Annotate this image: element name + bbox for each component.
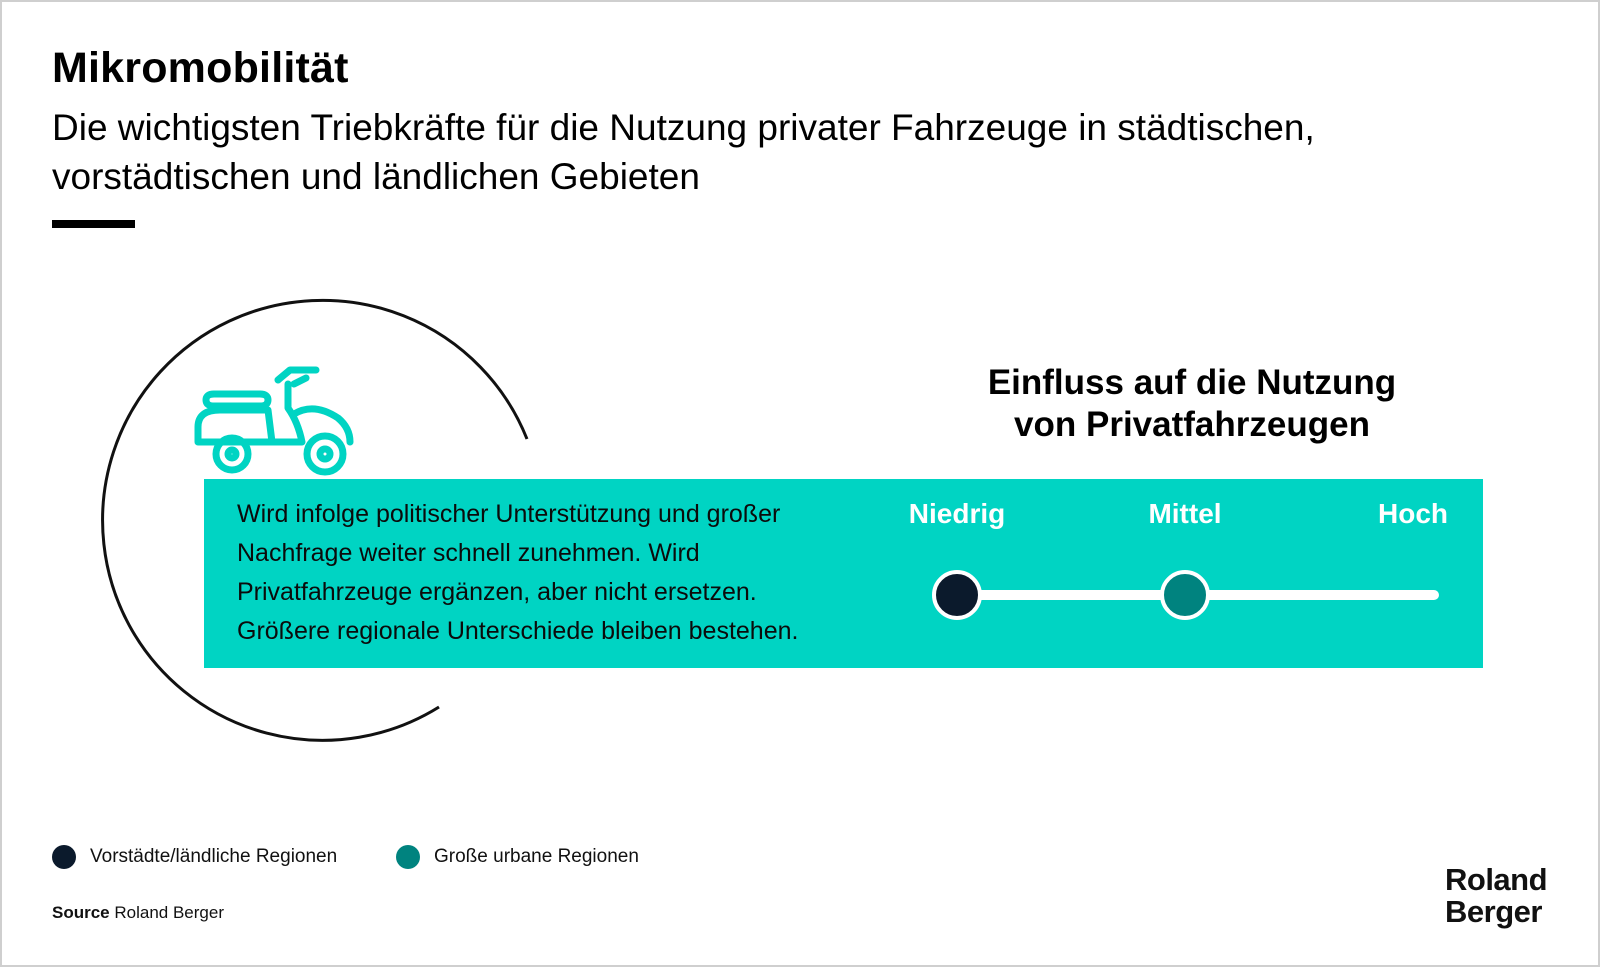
scooter-icon: [194, 366, 354, 476]
scale-label-mittel: Mittel: [1148, 498, 1222, 529]
roland-berger-logo: Roland Berger: [1445, 862, 1548, 929]
source-note: Source Roland Berger: [52, 903, 224, 923]
title-underline: [52, 220, 135, 228]
legend-item-vorstaedte: Vorstädte/ländliche Regionen: [52, 845, 337, 869]
panel-line: Wird infolge politischer Unterstützung u…: [237, 500, 781, 528]
logo-line1: Roland: [1445, 862, 1548, 897]
legend-label: Große urbane Regionen: [434, 846, 639, 867]
page-subtitle: Die wichtigsten Triebkräfte für die Nutz…: [52, 107, 1315, 197]
logo-line2: Berger: [1445, 894, 1542, 929]
panel-line: Nachfrage weiter schnell zunehmen. Wird: [237, 539, 700, 567]
scale-label-hoch: Hoch: [1378, 498, 1448, 529]
legend-swatch: [396, 845, 420, 869]
panel-description: Wird infolge politischer Unterstützung u…: [237, 495, 897, 651]
panel-line: Größere regionale Unterschiede bleiben b…: [237, 617, 799, 645]
impact-title-line2: von Privatfahrzeugen: [1014, 405, 1370, 444]
scale-label-niedrig: Niedrig: [908, 498, 1006, 529]
marker-grosse-urbane: [1160, 570, 1210, 620]
marker-vorstaedte-laendlich: [932, 570, 982, 620]
legend-label: Vorstädte/ländliche Regionen: [90, 846, 338, 867]
info-panel: [204, 479, 1483, 668]
impact-title-line1: Einfluss auf die Nutzung: [987, 363, 1397, 402]
panel-line: Privatfahrzeuge ergänzen, aber nicht ers…: [237, 578, 757, 606]
impact-title: Einfluss auf die Nutzung von Privatfahrz…: [902, 362, 1482, 446]
page-title: Mikromobilität: [52, 44, 349, 92]
legend-item-urban: Große urbane Regionen: [396, 845, 639, 869]
source-text: Roland Berger: [114, 903, 224, 922]
legend-swatch: [52, 845, 76, 869]
source-label: Source: [52, 903, 110, 922]
